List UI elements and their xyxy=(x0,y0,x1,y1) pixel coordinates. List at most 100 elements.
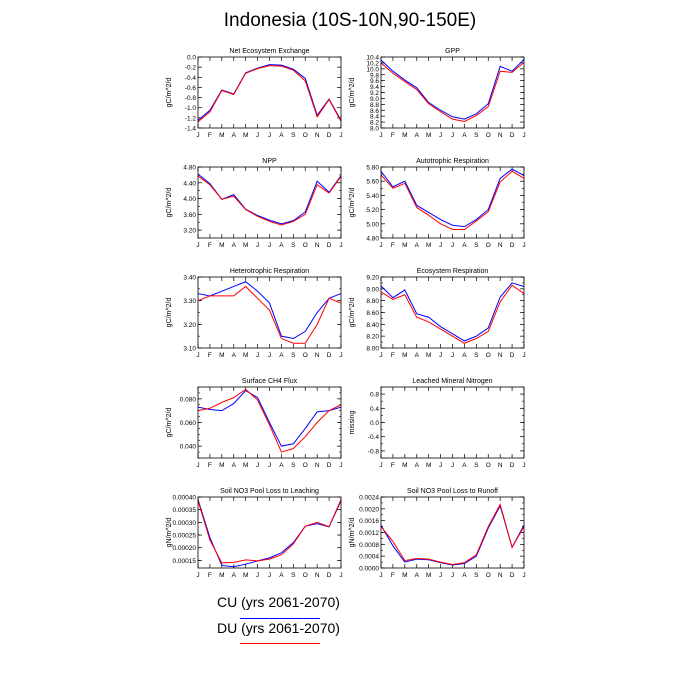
x-tick-label: J xyxy=(256,242,259,249)
y-tick-label: 3.20 xyxy=(183,322,196,329)
y-tick-label: 9.8 xyxy=(370,72,379,79)
x-tick-label: N xyxy=(315,132,320,139)
series-line-cu-yrs-2061-2070 xyxy=(197,281,342,340)
panel-title: GPP xyxy=(445,48,460,55)
panel-title: Ecosystem Respiration xyxy=(417,268,489,275)
x-tick-label: S xyxy=(291,352,296,359)
panel-net-ecosystem-exchange: Net Ecosystem Exchange gC/m^2/d 0.0 -0.2 -0.… xyxy=(166,48,343,139)
x-tick-label: F xyxy=(208,352,212,359)
x-tick-label: F xyxy=(391,352,395,359)
y-tick-label: 8.80 xyxy=(366,298,379,305)
y-tick-label: 9.00 xyxy=(366,286,379,293)
y-tick-label: 0.0024 xyxy=(359,495,379,502)
x-tick-label: J xyxy=(451,242,454,249)
y-tick-label: 8.6 xyxy=(370,108,379,115)
x-tick-label: J xyxy=(379,352,382,359)
x-tick-label: J xyxy=(196,352,199,359)
x-tick-label: D xyxy=(327,572,332,579)
x-tick-label: N xyxy=(315,572,320,579)
x-tick-label: J xyxy=(339,462,342,469)
y-tick-label: 3.10 xyxy=(183,346,196,353)
x-tick-label: M xyxy=(426,462,431,469)
series-line-du-yrs-2061-2070 xyxy=(380,170,525,230)
plot-frame xyxy=(380,276,525,349)
plot-frame xyxy=(380,496,525,569)
y-tick-label: 0.0008 xyxy=(359,542,379,549)
x-tick-label: O xyxy=(303,572,308,579)
y-tick-label: 5.00 xyxy=(366,221,379,228)
x-tick-label: S xyxy=(291,572,296,579)
y-tick-label: 0.0020 xyxy=(359,506,379,513)
y-tick-label: 0.00025 xyxy=(173,533,197,540)
x-tick-label: A xyxy=(415,132,420,139)
y-tick-label: 8.00 xyxy=(366,346,379,353)
y-tick-label: -0.8 xyxy=(368,448,380,455)
y-tick-label: 9.4 xyxy=(370,84,379,91)
x-tick-label: A xyxy=(232,572,237,579)
x-tick-label: J xyxy=(339,572,342,579)
x-tick-label: J xyxy=(268,462,271,469)
y-tick-label: 0.8 xyxy=(370,392,379,399)
figure-title: Indonesia (10S-10N,90-150E) xyxy=(223,10,477,31)
y-tick-label: 0.00030 xyxy=(173,520,197,527)
series-line-du-yrs-2061-2070 xyxy=(197,388,342,453)
y-tick-label: 8.60 xyxy=(366,310,379,317)
y-axis-label: missing xyxy=(349,411,356,435)
legend-line-du xyxy=(240,643,320,644)
y-tick-label: -1.4 xyxy=(185,126,197,133)
x-tick-label: J xyxy=(379,242,382,249)
series-line-du-yrs-2061-2070 xyxy=(380,503,525,565)
x-tick-label: F xyxy=(208,132,212,139)
panel-gpp: GPPgC/m^2/d10.410.210.09.89.69.49.29.08.… xyxy=(349,48,526,139)
y-tick-label: 0.00015 xyxy=(173,558,197,565)
series-line-du-yrs-2061-2070 xyxy=(380,284,525,344)
x-tick-label: F xyxy=(208,462,212,469)
x-tick-label: A xyxy=(279,462,284,469)
x-tick-label: A xyxy=(279,132,284,139)
x-tick-label: O xyxy=(486,352,491,359)
y-tick-label: 8.0 xyxy=(370,126,379,133)
series-line-cu-yrs-2061-2070 xyxy=(380,282,525,342)
x-tick-label: S xyxy=(291,462,296,469)
y-tick-label: 8.2 xyxy=(370,120,379,127)
x-tick-label: A xyxy=(415,572,420,579)
series-line-du-yrs-2061-2070 xyxy=(197,285,342,344)
x-tick-label: J xyxy=(379,132,382,139)
panel-leached-mineral-nitrogen: Leached Mineral Nitrogen missing 0.8 0.4 0.0… xyxy=(349,378,526,469)
y-tick-label: -0.6 xyxy=(185,85,197,92)
series-line-cu-yrs-2061-2070 xyxy=(380,168,525,228)
y-tick-label: 9.0 xyxy=(370,96,379,103)
series-line-du-yrs-2061-2070 xyxy=(197,65,342,123)
x-tick-label: A xyxy=(415,352,420,359)
x-tick-label: M xyxy=(243,132,248,139)
x-tick-label: M xyxy=(402,242,407,249)
panel-heterotrophic-respiration: Heterotrophic Respiration gC/m^2/d 3.40 3.3… xyxy=(166,268,343,359)
x-tick-label: N xyxy=(315,462,320,469)
x-tick-label: M xyxy=(426,132,431,139)
y-tick-label: 0.0012 xyxy=(359,530,379,537)
x-tick-label: D xyxy=(327,242,332,249)
x-tick-label: M xyxy=(243,462,248,469)
x-tick-label: D xyxy=(327,132,332,139)
x-tick-label: A xyxy=(462,132,467,139)
x-tick-label: A xyxy=(462,462,467,469)
y-tick-label: -0.4 xyxy=(185,75,197,82)
plot-frame xyxy=(197,56,342,129)
panel-soil-no3-pool-loss-to-leaching: Soil NO3 Pool Loss to LeachinggN/m^2/d0.… xyxy=(166,488,343,579)
x-tick-label: J xyxy=(196,572,199,579)
x-tick-label: A xyxy=(462,572,467,579)
x-tick-label: O xyxy=(486,242,491,249)
series-line-cu-yrs-2061-2070 xyxy=(197,389,342,447)
x-tick-label: J xyxy=(256,132,259,139)
x-tick-label: J xyxy=(256,572,259,579)
x-tick-label: M xyxy=(402,462,407,469)
y-tick-label: 9.6 xyxy=(370,78,379,85)
x-tick-label: M xyxy=(219,132,224,139)
x-tick-label: F xyxy=(391,462,395,469)
x-tick-label: J xyxy=(339,132,342,139)
x-tick-label: N xyxy=(315,352,320,359)
x-tick-label: O xyxy=(303,462,308,469)
series-line-cu-yrs-2061-2070 xyxy=(197,499,342,568)
